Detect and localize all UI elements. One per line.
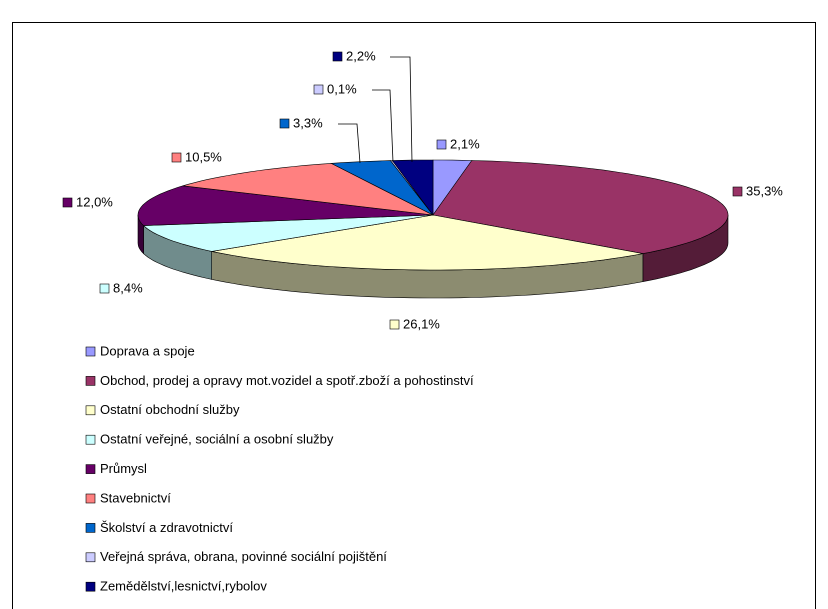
label-key — [436, 139, 447, 150]
slice — [432, 160, 729, 254]
data-label: 0,1% — [327, 81, 357, 96]
slice — [330, 160, 434, 216]
label-key — [62, 197, 73, 208]
slice — [182, 163, 434, 216]
data-label: 2,2% — [346, 48, 376, 63]
legend-key — [85, 376, 96, 386]
legend-key — [85, 581, 96, 592]
legend-label: Zemědělství,lesnictví,rybolov — [100, 579, 267, 594]
slice — [391, 159, 434, 216]
legend-label: Ostatní veřejné, sociální a osobní služb… — [100, 432, 334, 447]
label-key — [171, 152, 182, 163]
label-key — [389, 319, 400, 330]
legend-label: Veřejná správa, obrana, povinné sociální… — [100, 549, 387, 564]
legend-label: Stavebnictví — [100, 490, 171, 505]
leader-line — [372, 89, 394, 163]
label-key — [99, 283, 110, 294]
slice — [137, 185, 434, 226]
leader-line — [338, 123, 361, 164]
data-label: 12,0% — [76, 194, 113, 209]
slice — [142, 214, 434, 252]
legend-key — [85, 552, 96, 563]
legend-key — [85, 523, 96, 533]
legend-key — [85, 493, 96, 504]
leader-line — [390, 56, 413, 163]
label-key — [279, 118, 290, 129]
chart-border — [12, 22, 816, 609]
legend-key — [85, 346, 96, 357]
label-key — [332, 51, 343, 62]
data-label: 8,4% — [113, 280, 143, 295]
legend-label: Doprava a spoje — [100, 343, 195, 358]
label-key — [732, 186, 743, 197]
legend-label: Průmysl — [100, 461, 147, 476]
legend-label: Obchod, prodej a opravy mot.vozidel a sp… — [100, 373, 474, 388]
legend-label: Ostatní obchodní služby — [100, 402, 240, 417]
data-label: 10,5% — [185, 149, 222, 164]
slice — [211, 214, 643, 271]
data-label: 3,3% — [293, 115, 323, 130]
label-key — [313, 84, 324, 95]
legend-key — [85, 405, 96, 416]
data-label: 35,3% — [746, 183, 783, 198]
data-label: 26,1% — [403, 316, 440, 331]
legend-key — [85, 434, 96, 445]
data-label: 2,1% — [450, 136, 480, 151]
legend-key — [85, 464, 96, 474]
legend-label: Školství a zdravotnictví — [100, 520, 233, 535]
